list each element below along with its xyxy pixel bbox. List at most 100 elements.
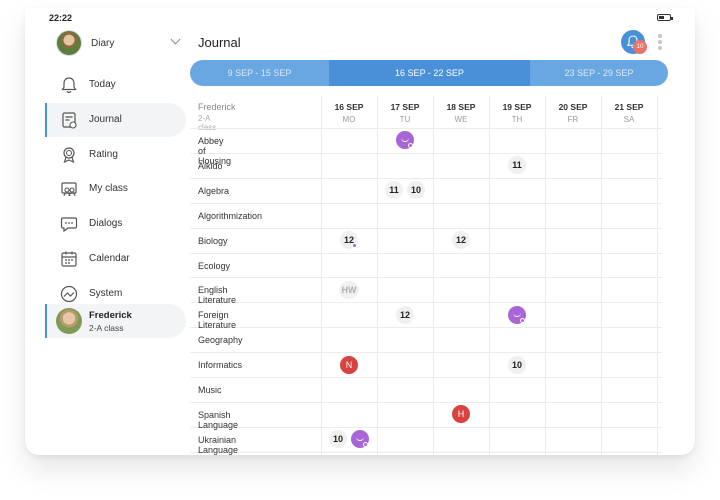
absence-mark[interactable]: H (452, 405, 470, 424)
subject-name: Ecology (198, 260, 231, 271)
subject-name: Abbey of Housing (198, 136, 232, 166)
grade-mark[interactable]: 10 (508, 355, 526, 374)
row-divider (190, 426, 662, 428)
sidebar-item-label: Today (89, 79, 116, 90)
profile-name: Diary (91, 38, 115, 49)
comment-dot-icon (408, 143, 413, 149)
day-date: 18 SEP (446, 102, 476, 112)
column-divider (601, 96, 602, 455)
row-divider (190, 152, 662, 154)
day-date: 20 SEP (558, 102, 588, 112)
notification-badge: 10 (633, 40, 647, 54)
grade-mark[interactable]: 11 (385, 181, 403, 200)
grade-mark[interactable]: 12 (396, 305, 414, 324)
subject-name: Geography (198, 335, 243, 346)
day-of-week: TH (511, 115, 523, 124)
row-divider (190, 377, 662, 378)
tablet-frame: 22:22 Diary Today Journal Rating My class Di… (25, 8, 695, 455)
sidebar-item-journal[interactable]: Journal (45, 102, 186, 137)
comment-dot-icon (363, 442, 368, 448)
grade-mark[interactable]: 12 (452, 231, 470, 250)
sidebar-item-label: System (89, 287, 123, 299)
sidebar-item-label: Journal (89, 113, 122, 125)
status-bar: 22:22 (25, 8, 695, 28)
medal-icon (63, 146, 75, 163)
row-divider (190, 352, 662, 354)
sidebar-item-label: Calendar (89, 253, 130, 264)
column-divider (377, 96, 378, 455)
avatar (56, 308, 82, 334)
sidebar-item-today[interactable]: Today (46, 68, 186, 102)
sidebar: Diary Today Journal Rating My class Dialogs C… (25, 28, 187, 455)
day-header: 20 SEP FR (545, 102, 601, 124)
row-divider (190, 302, 662, 304)
day-header: 21 SEP SA (601, 102, 657, 124)
grade-mark[interactable]: 11 (508, 156, 526, 175)
row-divider (190, 401, 662, 403)
subject-name: Aikido (198, 160, 223, 171)
subject-name: Foreign Literature (198, 310, 237, 331)
subject-name: Informatics (198, 360, 243, 371)
day-of-week: WE (454, 115, 468, 124)
more-menu-button[interactable] (658, 34, 662, 52)
comment-dot-icon (520, 317, 525, 323)
grade-mark[interactable]: 10 (407, 181, 425, 200)
subject-name: Spanish Language (198, 409, 239, 430)
sidebar-item-user[interactable]: Frederick 2-A class (45, 304, 186, 338)
subject-name: Algorithmization (198, 210, 263, 221)
subject-name: Music (198, 385, 222, 395)
row-divider (190, 277, 662, 279)
row-divider (190, 227, 662, 229)
sidebar-item-label: Rating (89, 148, 118, 160)
user-name: Frederick (89, 310, 132, 321)
bell-icon (61, 77, 77, 94)
sidebar-item-calendar[interactable]: Calendar (46, 242, 186, 276)
row-divider (190, 128, 662, 129)
week-selector: 9 SEP - 15 SEP 16 SEP - 22 SEP 23 SEP - … (190, 60, 668, 86)
sidebar-item-system[interactable]: System (46, 277, 186, 311)
dot-icon (658, 46, 662, 50)
row-divider (190, 252, 662, 254)
sidebar-item-label: My class (89, 183, 128, 195)
cloud-icon (60, 285, 78, 302)
dot-icon (658, 34, 662, 38)
row-divider (190, 177, 662, 179)
status-time: 22:22 (49, 13, 73, 23)
day-of-week: FR (567, 115, 579, 124)
row-divider (190, 202, 662, 204)
battery-icon (657, 14, 673, 21)
student-class: 2-A class (198, 114, 216, 132)
dialog-icon (60, 217, 78, 233)
week-tab-current[interactable]: 16 SEP - 22 SEP (329, 60, 530, 86)
grade-mark[interactable]: 10 (329, 430, 347, 449)
sidebar-item-my-class[interactable]: My class (46, 172, 186, 206)
comment-dot-icon (352, 243, 357, 249)
absence-mark[interactable]: N (340, 355, 358, 374)
sidebar-item-rating[interactable]: Rating (46, 138, 186, 172)
column-divider (545, 96, 546, 455)
day-header: 16 SEP MO (321, 102, 377, 124)
class-icon (61, 182, 77, 197)
sidebar-item-dialogs[interactable]: Dialogs (46, 207, 186, 241)
week-tab[interactable]: 9 SEP - 15 SEP (227, 68, 292, 78)
profile-switcher[interactable]: Diary (56, 30, 186, 56)
column-divider (433, 96, 434, 455)
dot-icon (658, 40, 662, 44)
row-divider (190, 451, 662, 453)
homework-mark[interactable]: HW (339, 280, 359, 299)
day-date: 19 SEP (502, 102, 532, 112)
day-date: 21 SEP (614, 102, 644, 112)
day-header: 18 SEP WE (433, 102, 489, 124)
row-divider (190, 327, 662, 329)
day-of-week: TU (399, 115, 411, 124)
student-name: Frederick (198, 102, 236, 112)
page-title: Journal (198, 35, 241, 50)
avatar (56, 30, 82, 56)
sidebar-item-label: Dialogs (89, 218, 123, 230)
subject-name: English Literature (198, 285, 237, 306)
subject-name: Algebra (198, 185, 230, 196)
subject-name: Ukrainian Language (198, 434, 239, 455)
day-of-week: SA (623, 115, 635, 124)
calendar-icon (61, 251, 77, 267)
week-tab[interactable]: 23 SEP - 29 SEP (564, 68, 634, 78)
